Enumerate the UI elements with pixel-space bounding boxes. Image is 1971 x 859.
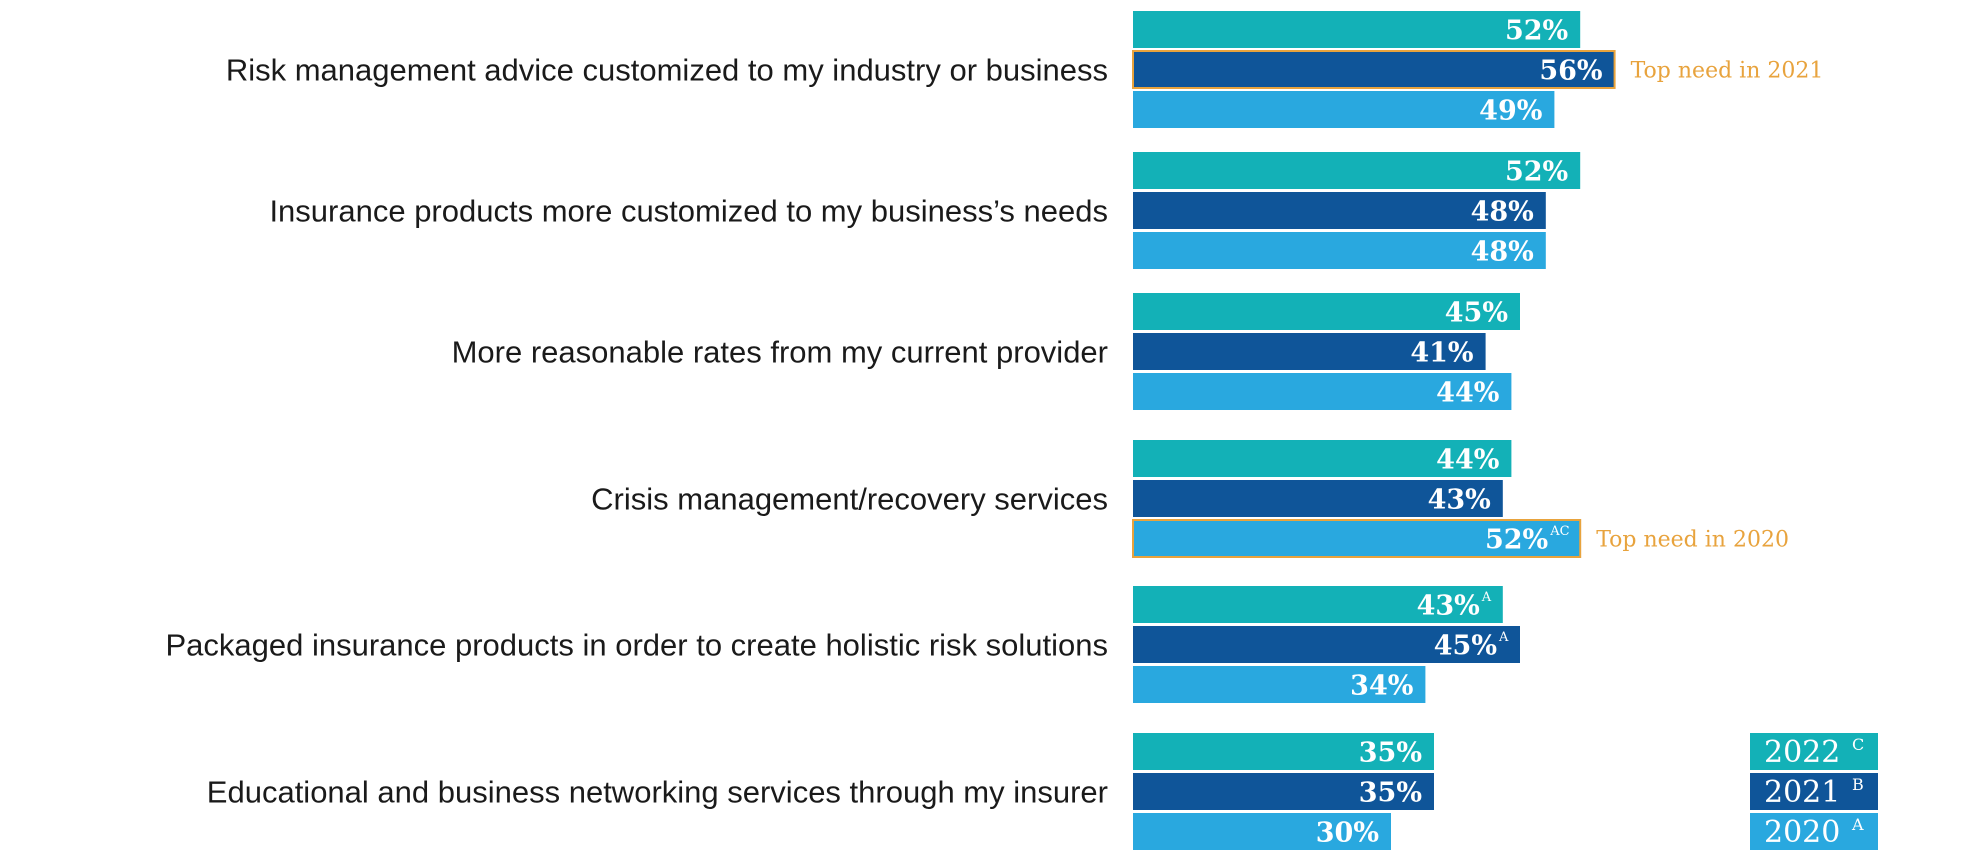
bar-value-label: 52% [1505,16,1568,47]
bar-value-label: 34% [1350,671,1413,702]
legend-swatch-2020 [1750,813,1878,850]
category-label: Risk management advice customized to my … [226,53,1108,88]
bar-value-label: 48% [1471,197,1534,228]
bar-value-label: 52% [1505,157,1568,188]
bar-value-label: 56% [1539,56,1602,87]
bar-value-label: 44% [1436,445,1499,476]
bar-2021 [1133,480,1503,517]
top-need-annotation: Top need in 2021 [1631,59,1824,84]
bar-value-label: 41% [1410,338,1473,369]
bar-value-label: 43% [1428,485,1491,516]
category-label: Insurance products more customized to my… [269,194,1108,229]
bar-2020 [1133,91,1555,128]
bar-2022 [1133,733,1434,770]
bar-2022 [1133,586,1503,623]
bar-2020 [1133,666,1426,703]
bar-2020 [1133,232,1546,269]
bar-value-label: 52% [1485,525,1548,556]
top-need-annotation: Top need in 2020 [1596,528,1789,553]
bar-2022 [1133,293,1520,330]
significance-superscript: A [1498,630,1509,645]
legend-label: 2022 [1764,735,1840,770]
category-label: Educational and business networking serv… [207,775,1108,810]
bar-2021 [1132,50,1616,89]
significance-superscript: A [1481,590,1492,605]
legend-label: 2021 [1764,775,1840,810]
bar-2022 [1133,152,1581,189]
bar-value-label: 49% [1479,96,1542,127]
bar-value-label: 44% [1436,378,1499,409]
bar-value-label: 48% [1471,237,1534,268]
bar-2020 [1132,519,1582,558]
bar-2021 [1133,192,1546,229]
bar-value-label: 45% [1445,298,1508,329]
bar-value-label: 30% [1316,818,1379,849]
bar-2021 [1133,773,1434,810]
legend-marker: A [1851,815,1864,834]
bar-2021 [1133,626,1520,663]
bar-2020 [1133,373,1512,410]
bar-value-label: 43% [1417,591,1480,622]
category-label: Packaged insurance products in order to … [165,628,1108,663]
bar-2021 [1133,333,1486,370]
legend-swatch-2022 [1750,733,1878,770]
legend-swatch-2021 [1750,773,1878,810]
legend-marker: B [1852,775,1864,794]
bar-2022 [1133,440,1512,477]
bar-2022 [1133,11,1581,48]
legend-marker: C [1852,735,1864,754]
bar-value-label: 45% [1434,631,1497,662]
category-label: More reasonable rates from my current pr… [452,335,1108,370]
bar-value-label: 35% [1359,778,1422,809]
legend-label: 2020 [1764,815,1840,850]
significance-superscript: AC [1549,524,1569,539]
bar-2020 [1133,813,1391,850]
bar-value-label: 35% [1359,738,1422,769]
category-label: Crisis management/recovery services [591,482,1108,517]
